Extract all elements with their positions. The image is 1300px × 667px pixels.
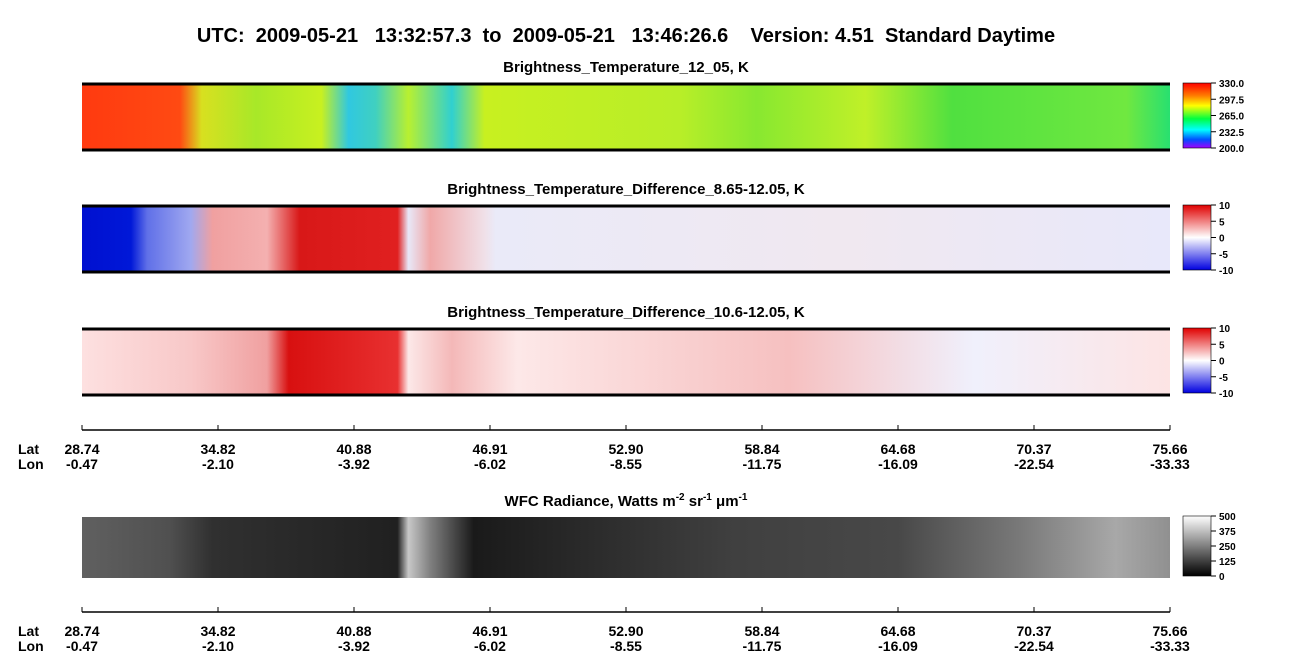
lon-tick-label: -11.75 bbox=[743, 638, 782, 654]
colorbar-label: 297.5 bbox=[1219, 95, 1244, 106]
lon-tick-label: -11.75 bbox=[743, 456, 782, 472]
lon-tick-label: -22.54 bbox=[1014, 456, 1054, 472]
lon-tick-label: -33.33 bbox=[1150, 638, 1190, 654]
lat-tick-label: 28.74 bbox=[64, 441, 99, 457]
colorbar-label: 265.0 bbox=[1219, 112, 1244, 123]
lon-tick-label: -33.33 bbox=[1150, 456, 1190, 472]
colorbar-label: 0 bbox=[1219, 234, 1225, 245]
lat-tick-label: 40.88 bbox=[336, 441, 371, 457]
lat-tick-label: 64.68 bbox=[880, 623, 915, 639]
colorbar-label: -5 bbox=[1219, 373, 1228, 384]
lon-tick-label: -6.02 bbox=[474, 456, 506, 472]
colorbar-label: 500 bbox=[1219, 512, 1236, 523]
lat-tick-label: 75.66 bbox=[1152, 441, 1187, 457]
lat-tick-label: 28.74 bbox=[64, 623, 99, 639]
colorbar-label: 250 bbox=[1219, 542, 1236, 553]
title-text: Brightness_Temperature_Difference_8.65-1… bbox=[447, 181, 805, 198]
lat-tick-label: 46.91 bbox=[472, 441, 507, 457]
image-strip bbox=[82, 206, 1170, 272]
colorbar-label: 232.5 bbox=[1219, 128, 1244, 139]
lat-tick-label: 52.90 bbox=[608, 441, 643, 457]
lat-tick-label: 46.91 bbox=[472, 623, 507, 639]
title-text: μm bbox=[712, 493, 739, 510]
lon-tick-label: -22.54 bbox=[1014, 638, 1054, 654]
colorbar-label: 10 bbox=[1219, 201, 1231, 212]
title-text: Brightness_Temperature_12_05, K bbox=[503, 59, 749, 76]
superscript: -1 bbox=[703, 492, 712, 503]
superscript: -1 bbox=[739, 492, 748, 503]
colorbar-label: 0 bbox=[1219, 357, 1225, 368]
lat-tick-label: 34.82 bbox=[200, 441, 235, 457]
lon-tick-label: -6.02 bbox=[474, 638, 506, 654]
image-strip bbox=[82, 329, 1170, 395]
lon-tick-label: -16.09 bbox=[878, 456, 918, 472]
lat-tick-label: 64.68 bbox=[880, 441, 915, 457]
lon-label: Lon bbox=[18, 456, 44, 472]
colorbar bbox=[1182, 327, 1212, 394]
panel-title: WFC Radiance, Watts m-2 sr-1 μm-1 bbox=[505, 492, 748, 510]
colorbar bbox=[1182, 204, 1212, 271]
panel-title: Brightness_Temperature_Difference_8.65-1… bbox=[447, 181, 805, 198]
lon-tick-label: -0.47 bbox=[66, 456, 98, 472]
lat-label: Lat bbox=[18, 441, 39, 457]
colorbar-label: 125 bbox=[1219, 557, 1236, 568]
title-text: Brightness_Temperature_Difference_10.6-1… bbox=[447, 304, 805, 321]
lat-tick-label: 40.88 bbox=[336, 623, 371, 639]
lon-tick-label: -8.55 bbox=[610, 638, 642, 654]
lat-tick-label: 52.90 bbox=[608, 623, 643, 639]
lon-tick-label: -2.10 bbox=[202, 638, 234, 654]
lon-tick-label: -0.47 bbox=[66, 638, 98, 654]
page-title: UTC: 2009-05-21 13:32:57.3 to 2009-05-21… bbox=[197, 25, 1055, 47]
title-text: WFC Radiance, Watts m bbox=[505, 493, 676, 510]
colorbar-label: 375 bbox=[1219, 527, 1236, 538]
colorbar-label: 10 bbox=[1219, 324, 1231, 335]
lon-tick-label: -16.09 bbox=[878, 638, 918, 654]
superscript: -2 bbox=[676, 492, 685, 503]
colorbar bbox=[1182, 515, 1212, 577]
image-strip bbox=[82, 84, 1170, 150]
lon-label: Lon bbox=[18, 638, 44, 654]
image-strip bbox=[82, 517, 1170, 578]
lat-tick-label: 70.37 bbox=[1016, 441, 1051, 457]
lat-tick-label: 70.37 bbox=[1016, 623, 1051, 639]
colorbar-label: 0 bbox=[1219, 572, 1225, 583]
colorbar-label: -10 bbox=[1219, 266, 1234, 277]
lon-tick-label: -2.10 bbox=[202, 456, 234, 472]
colorbar-label: 5 bbox=[1219, 217, 1225, 228]
lat-tick-label: 58.84 bbox=[744, 441, 779, 457]
colorbar-label: 5 bbox=[1219, 340, 1225, 351]
colorbar-label: -5 bbox=[1219, 250, 1228, 261]
lat-tick-label: 34.82 bbox=[200, 623, 235, 639]
lon-tick-label: -3.92 bbox=[338, 638, 370, 654]
colorbar-label: -10 bbox=[1219, 389, 1234, 400]
lat-label: Lat bbox=[18, 623, 39, 639]
colorbar-label: 200.0 bbox=[1219, 144, 1244, 155]
lat-tick-label: 58.84 bbox=[744, 623, 779, 639]
lat-tick-label: 75.66 bbox=[1152, 623, 1187, 639]
content: Brightness_Temperature_12_05, K 330.0 297.… bbox=[18, 59, 1244, 654]
colorbar bbox=[1182, 82, 1212, 149]
title-text: sr bbox=[685, 493, 704, 510]
colorbar-label: 330.0 bbox=[1219, 79, 1244, 90]
lon-tick-label: -8.55 bbox=[610, 456, 642, 472]
panel-title: Brightness_Temperature_12_05, K bbox=[503, 59, 749, 76]
panel-title: Brightness_Temperature_Difference_10.6-1… bbox=[447, 304, 805, 321]
lon-tick-label: -3.92 bbox=[338, 456, 370, 472]
